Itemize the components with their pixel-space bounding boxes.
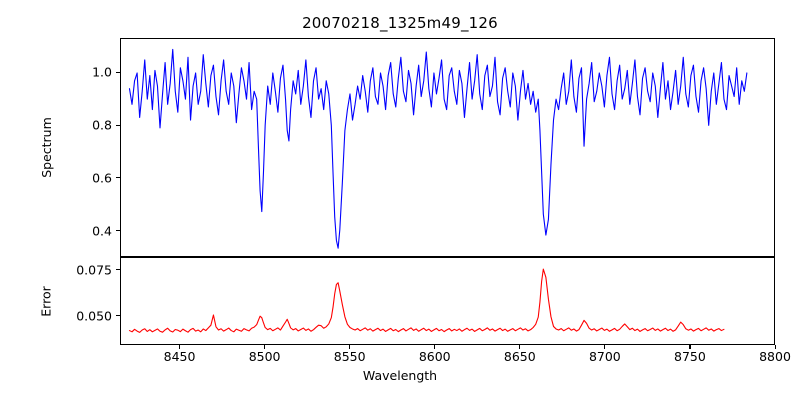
- spectrum-plot-area: [121, 39, 774, 256]
- spectrum-y-axis-label: Spectrum: [38, 117, 54, 178]
- y-tick-mark: [116, 230, 120, 232]
- x-tick-mark: [604, 345, 606, 349]
- x-tick-mark: [349, 345, 351, 349]
- y-tick-label: 0.075: [76, 262, 112, 278]
- y-tick-label: 0.8: [92, 117, 112, 133]
- figure-title: 20070218_1325m49_126: [302, 14, 498, 32]
- x-tick-label: 8750: [674, 349, 706, 364]
- x-tick-label: 8700: [588, 349, 621, 364]
- x-tick-label: 8600: [418, 349, 451, 364]
- x-tick-label: 8650: [503, 349, 536, 364]
- y-tick-mark: [116, 269, 120, 271]
- y-tick-label: 0.6: [92, 170, 112, 186]
- x-axis-label: Wavelength: [362, 368, 438, 383]
- error-plot-area: [121, 258, 774, 344]
- error-panel: [120, 257, 775, 345]
- error-y-axis-label: Error: [38, 285, 54, 317]
- y-tick-mark: [116, 71, 120, 73]
- x-tick-mark: [179, 345, 181, 349]
- x-tick-label: 8550: [333, 349, 366, 364]
- error-line: [129, 269, 723, 332]
- y-tick-mark: [116, 124, 120, 126]
- x-tick-label: 8450: [163, 349, 196, 364]
- y-tick-label: 0.4: [92, 223, 112, 239]
- y-tick-mark: [116, 315, 120, 317]
- y-tick-mark: [116, 177, 120, 179]
- y-tick-label: 1.0: [92, 64, 112, 80]
- spectrum-line: [129, 49, 746, 248]
- x-tick-mark: [519, 345, 521, 349]
- x-tick-mark: [689, 345, 691, 349]
- x-tick-mark: [264, 345, 266, 349]
- x-tick-label: 8800: [759, 349, 791, 364]
- x-tick-label: 8500: [248, 349, 281, 364]
- y-tick-label: 0.050: [76, 308, 112, 324]
- x-tick-mark: [774, 345, 776, 349]
- spectrum-panel: [120, 38, 775, 257]
- x-tick-mark: [434, 345, 436, 349]
